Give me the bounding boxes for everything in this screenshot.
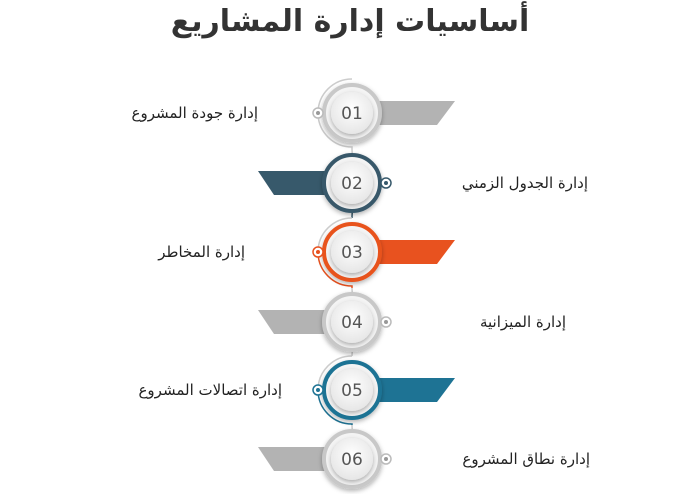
step-number: 03 (341, 243, 363, 263)
dot-core (384, 181, 388, 185)
step-label: إدارة الجدول الزمني (461, 174, 588, 192)
step-number: 01 (341, 104, 363, 124)
connector (317, 251, 353, 288)
inner-circle (331, 231, 373, 273)
inner-circle (331, 92, 373, 134)
step-number: 06 (341, 450, 363, 470)
step-label: إدارة الميزانية (479, 313, 566, 331)
step-number: 05 (341, 381, 363, 401)
step-label: إدارة جودة المشروع (131, 104, 258, 122)
inner-circle (331, 369, 373, 411)
step-number: 02 (341, 174, 363, 194)
inner-circle (331, 301, 373, 343)
step-label: إدارة نطاق المشروع (462, 450, 590, 468)
dot-core (316, 388, 320, 392)
dot-core (384, 457, 388, 461)
dot-core (316, 250, 320, 254)
title: أساسيات إدارة المشاريع (170, 4, 530, 39)
connector (317, 112, 353, 149)
connector (317, 389, 353, 425)
step-label: إدارة المخاطر (158, 243, 245, 261)
step-label: إدارة اتصالات المشروع (138, 381, 282, 399)
step-number: 04 (341, 313, 363, 333)
inner-circle (331, 438, 373, 480)
dot-core (316, 111, 320, 115)
inner-circle (331, 162, 373, 204)
dot-core (384, 320, 388, 324)
